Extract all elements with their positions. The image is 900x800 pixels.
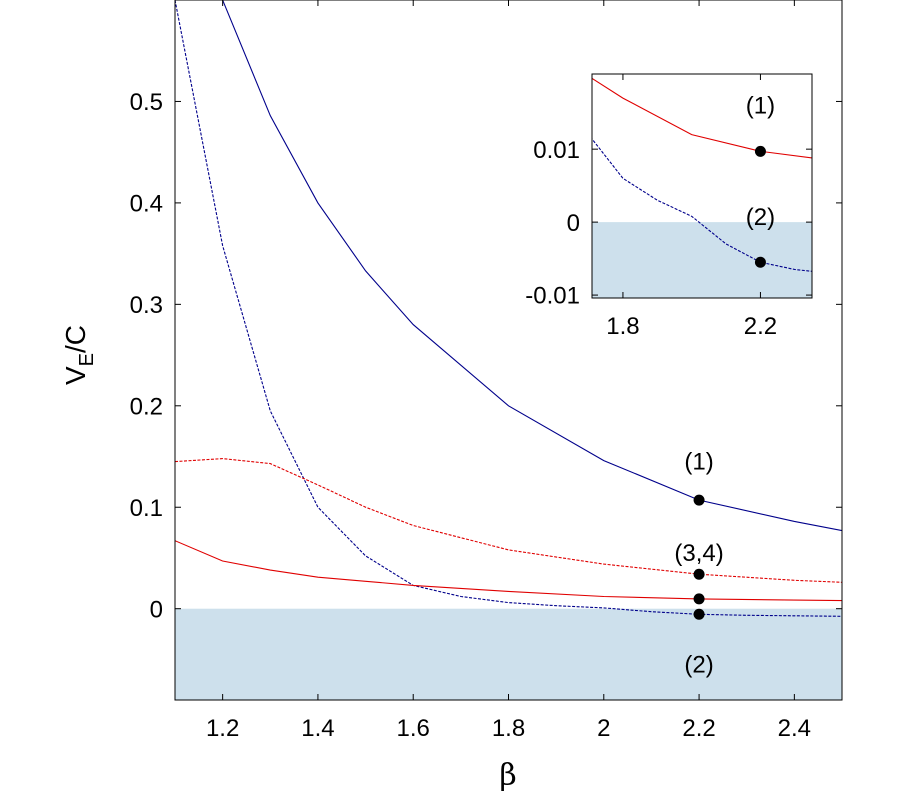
x-tick-label: 1.8 — [606, 313, 639, 340]
annotation-label: (1) — [746, 92, 775, 119]
data-point — [693, 608, 705, 620]
y-tick-label: 0.1 — [130, 495, 163, 522]
y-label-tail: /C — [60, 325, 91, 353]
annotation-label: (2) — [746, 204, 775, 231]
main-plot: 1.2 1.4 1.6 1.8 2 2.2 2.4 0 0.1 0.2 0.3 0.4 0.5 (1) (3… — [130, 0, 843, 742]
y-tick-label: 0 — [567, 210, 580, 237]
x-tick-label: 1.2 — [206, 715, 239, 742]
annotation-label: (3,4) — [674, 540, 723, 567]
series-line-3 — [175, 540, 842, 602]
x-tick-label: 2 — [597, 715, 610, 742]
series-line-2 — [175, 458, 842, 583]
annotation-label: (1) — [684, 449, 713, 476]
data-point — [754, 256, 766, 268]
x-tick-label: 2.2 — [744, 313, 777, 340]
x-tick-label: 1.6 — [397, 715, 430, 742]
y-axis-label: VE/C — [60, 325, 98, 385]
negative-region-shade — [592, 222, 812, 298]
series-line-2 — [382, 0, 863, 32]
negative-region-shade — [175, 608, 842, 700]
data-point — [693, 568, 705, 580]
x-tick-label: 1.8 — [492, 715, 525, 742]
y-tick-label: 0 — [150, 596, 163, 623]
y-tick-label: 0.5 — [130, 89, 163, 116]
series-line-0 — [222, 0, 842, 532]
y-tick-label: 0.4 — [130, 191, 163, 218]
y-tick-label: 0.01 — [533, 137, 580, 164]
series-group — [175, 0, 842, 617]
series-line-1 — [175, 0, 842, 617]
y-label-sub: E — [76, 353, 98, 366]
y-label-main: V — [60, 366, 91, 385]
x-axis-label: β — [499, 758, 516, 793]
annotation-label: (2) — [684, 651, 713, 678]
data-point — [693, 494, 705, 506]
y-tick-label: 0.3 — [130, 292, 163, 319]
axes-frame — [591, 73, 813, 299]
series-group — [382, 0, 863, 272]
y-tick-label: -0.01 — [525, 283, 580, 310]
y-tick-label: 0.2 — [130, 393, 163, 420]
inset-plot: 1.8 2.2 -0.01 0 0.01 (1) (2) — [382, 0, 863, 340]
axes-frame — [174, 0, 843, 701]
data-point — [754, 145, 766, 157]
data-point — [693, 593, 705, 605]
x-tick-label: 1.4 — [301, 715, 334, 742]
series-line-3 — [592, 77, 812, 159]
svg-text:VE/C: VE/C — [60, 325, 98, 385]
x-tick-label: 2.4 — [778, 715, 811, 742]
x-tick-label: 2.2 — [682, 715, 715, 742]
